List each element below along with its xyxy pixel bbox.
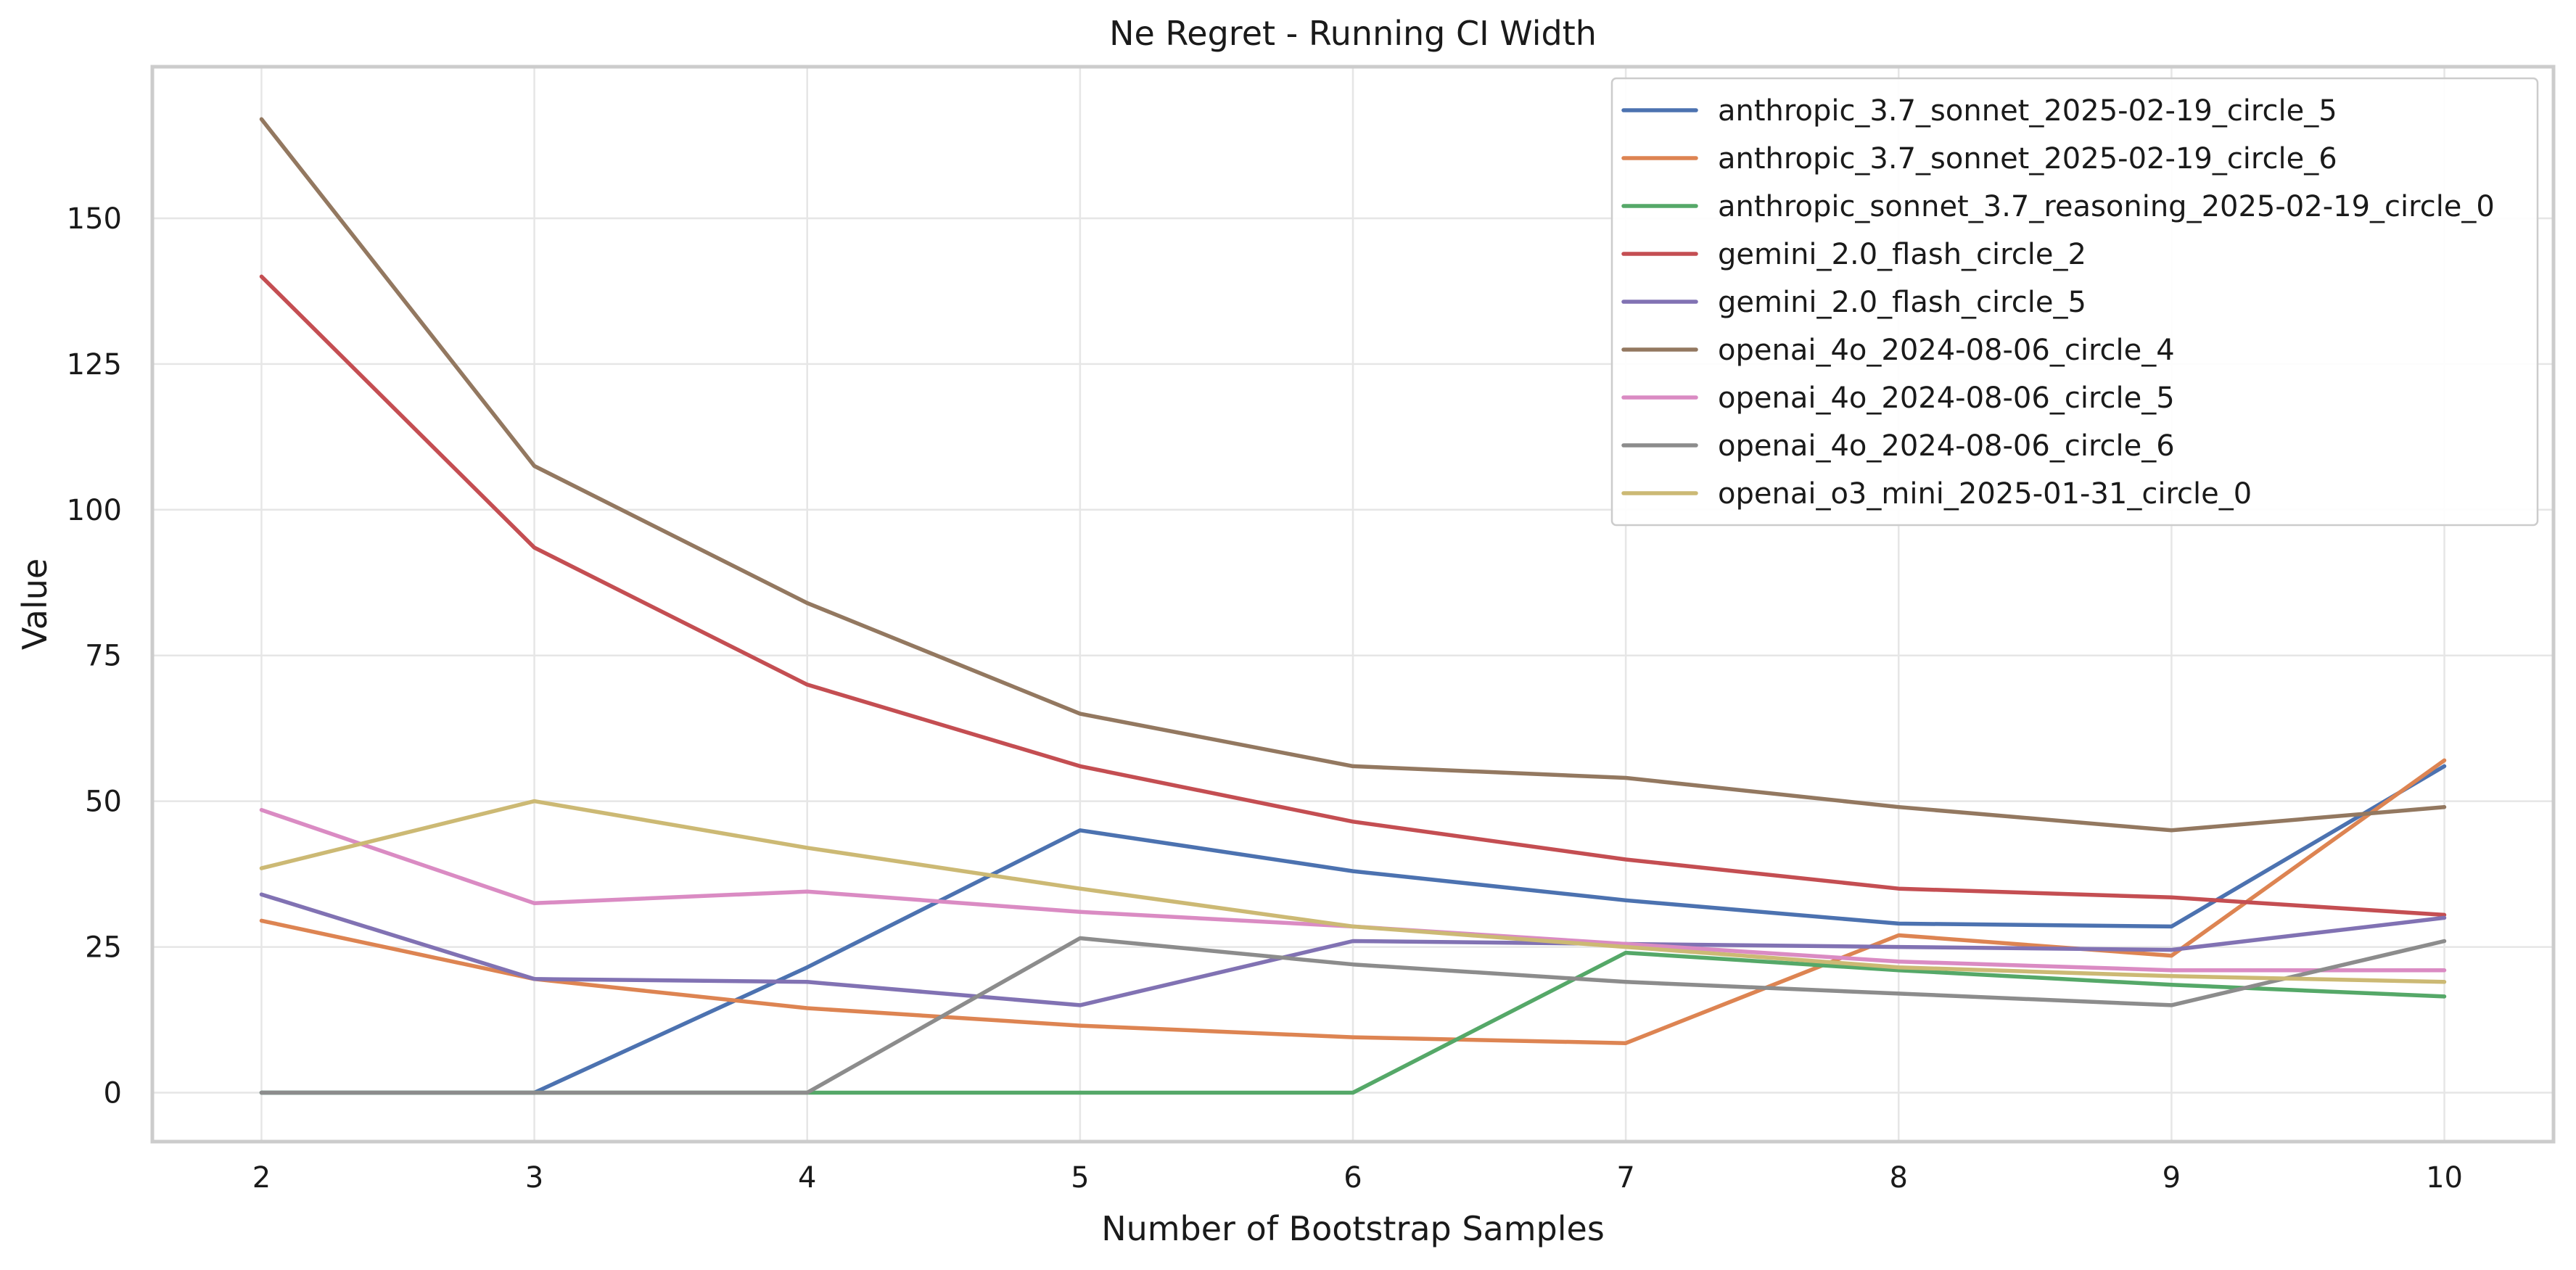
x-tick-label: 8 <box>1890 1161 1908 1195</box>
x-tick-label: 3 <box>525 1161 543 1195</box>
series-line-8 <box>259 799 2447 984</box>
legend: anthropic_3.7_sonnet_2025-02-19_circle_5… <box>1610 77 2539 527</box>
y-tick-label: 100 <box>67 494 122 527</box>
legend-label: openai_4o_2024-08-06_circle_6 <box>1718 429 2175 463</box>
plot-frame <box>150 65 2556 1144</box>
x-tick-label: 5 <box>1071 1161 1089 1195</box>
y-tick-label: 25 <box>85 931 122 965</box>
x-axis-label: Number of Bootstrap Samples <box>1101 1209 1605 1248</box>
y-tick-label: 50 <box>85 785 122 819</box>
chart-title: Ne Regret - Running CI Width <box>1109 14 1597 53</box>
legend-label: anthropic_3.7_sonnet_2025-02-19_circle_5 <box>1718 94 2337 128</box>
legend-box <box>1610 77 2539 527</box>
x-tick-labels: 2 3 4 5 6 7 8 9 10 <box>252 1161 2463 1195</box>
x-tick-label: 2 <box>252 1161 271 1195</box>
y-tick-label: 150 <box>67 202 122 236</box>
series-line-4 <box>259 892 2447 1007</box>
series-line-7 <box>259 936 2447 1095</box>
y-tick-labels: 0 25 50 75 100 125 150 <box>67 202 122 1110</box>
legend-label: openai_o3_mini_2025-01-31_circle_0 <box>1718 477 2252 511</box>
legend-label: openai_4o_2024-08-06_circle_5 <box>1718 382 2175 415</box>
legend-label: anthropic_sonnet_3.7_reasoning_2025-02-1… <box>1718 190 2495 223</box>
x-tick-label: 4 <box>798 1161 816 1195</box>
y-tick-label: 0 <box>104 1076 122 1110</box>
series-line-5 <box>259 117 2447 833</box>
legend-label: gemini_2.0_flash_circle_5 <box>1718 286 2086 319</box>
x-tick-label: 7 <box>1616 1161 1634 1195</box>
legend-label: gemini_2.0_flash_circle_2 <box>1718 238 2086 271</box>
x-tick-label: 10 <box>2426 1161 2463 1195</box>
y-axis-label: Value <box>15 558 54 650</box>
series-line-0 <box>259 764 2447 1095</box>
series-lines <box>259 117 2447 1095</box>
series-line-3 <box>259 274 2447 918</box>
y-tick-label: 125 <box>67 348 122 382</box>
x-tick-label: 6 <box>1343 1161 1362 1195</box>
x-tick-label: 9 <box>2163 1161 2181 1195</box>
legend-label: anthropic_3.7_sonnet_2025-02-19_circle_6 <box>1718 142 2337 176</box>
legend-label: openai_4o_2024-08-06_circle_4 <box>1718 334 2175 367</box>
y-tick-label: 75 <box>85 640 122 673</box>
